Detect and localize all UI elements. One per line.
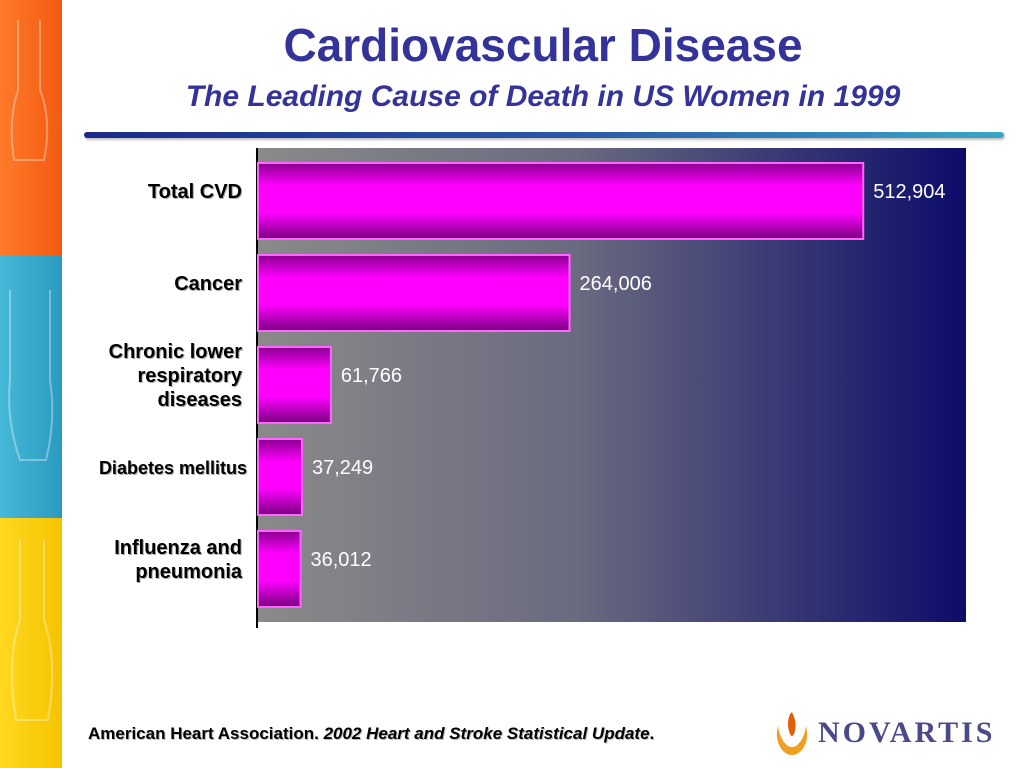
slide-title: Cardiovascular Disease — [283, 19, 803, 71]
category-label: Influenza and pneumonia — [114, 537, 243, 583]
slide-subtitle: The Leading Cause of Death in US Women i… — [185, 80, 901, 113]
category-label: Total CVD — [148, 181, 242, 203]
category-label: Cancer — [174, 273, 242, 295]
title-divider — [84, 132, 1004, 138]
bar — [257, 254, 571, 332]
category-label-line: Diabetes mellitus — [99, 458, 247, 478]
bar — [257, 162, 865, 240]
bar — [257, 438, 303, 516]
category-label-line: respiratory — [138, 365, 243, 387]
side-decoration-strip — [0, 0, 62, 768]
bar — [257, 530, 302, 608]
category-label-line: Influenza and — [114, 537, 242, 559]
category-label-line: Cancer — [174, 273, 242, 295]
bar-value-label: 36,012 — [310, 549, 371, 571]
source-end: . — [649, 724, 655, 743]
category-label: Diabetes mellitus — [99, 458, 247, 478]
category-label-line: diseases — [157, 389, 242, 411]
bar-value-label: 61,766 — [341, 365, 402, 387]
novartis-flame-icon — [776, 712, 808, 755]
logo-wordmark: NOVARTIS — [818, 716, 996, 749]
source-org: American Heart Association. — [88, 724, 319, 743]
novartis-logo: NOVARTIS — [770, 708, 995, 758]
source-citation: American Heart Association. 2002 Heart a… — [88, 724, 654, 744]
source-title: 2002 Heart and Stroke Statistical Update — [323, 724, 650, 743]
category-label-line: Total CVD — [148, 181, 242, 203]
category-label: Chronic lower respiratory diseases — [109, 341, 243, 411]
bar-value-label: 512,904 — [873, 181, 945, 203]
bar-value-label: 264,006 — [580, 273, 652, 295]
bar — [257, 346, 332, 424]
bar-value-label: 37,249 — [312, 457, 373, 479]
category-label-line: pneumonia — [135, 561, 243, 583]
category-label-line: Chronic lower — [109, 341, 243, 363]
